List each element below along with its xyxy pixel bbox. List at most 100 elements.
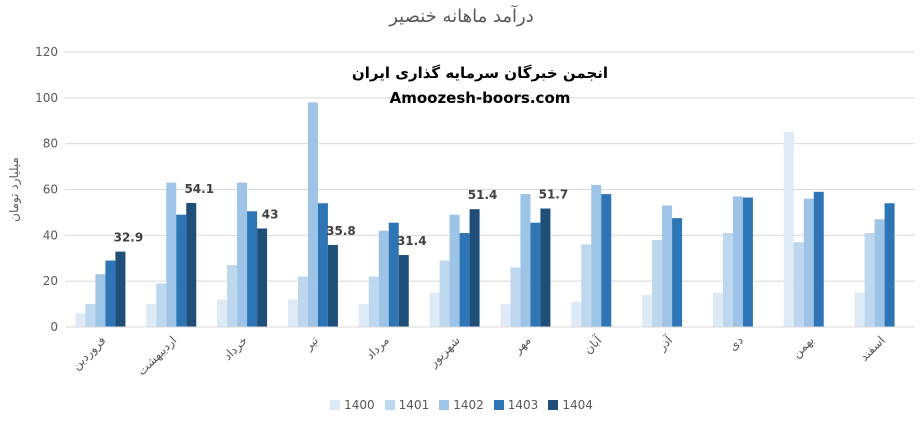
data-label: 35.8 [326,224,356,238]
bar-1403 [601,194,612,327]
bar-1402 [307,102,318,328]
chart-title: درآمد ماهانه خنصیر [389,6,534,27]
bar-1401 [652,239,663,327]
x-tick-label: دی [726,333,746,353]
bar-1402 [591,184,602,327]
bar-1400 [217,299,228,327]
y-axis-label: میلیارد تومان [7,157,22,222]
bar-1404 [327,244,338,327]
bar-1403 [884,203,895,327]
bar-1403 [813,191,824,327]
bar-1401 [722,233,733,327]
bar-1403 [530,222,541,327]
x-tick-label: فروردین [69,333,109,373]
legend-label: 1400 [344,398,375,412]
bar-1402 [449,214,460,327]
y-tick-label: 60 [43,183,58,197]
watermark-line-2: Amoozesh-boors.com [389,89,571,107]
x-tick-label: مهر [510,333,534,357]
legend-swatch [493,400,504,410]
x-tick-label: مرداد [363,333,393,363]
chart-legend: 1400 1401 1402 1403 1404 [0,398,923,413]
x-tick-label: تیر [301,333,322,354]
data-label: 51.7 [539,188,569,202]
y-tick-label: 100 [35,91,58,105]
y-tick-label: 20 [43,274,58,288]
bar-1401 [793,242,804,327]
bar-1400 [358,304,369,327]
y-tick-label: 40 [43,228,58,242]
legend-label: 1404 [562,398,593,412]
bar-1400 [500,304,511,327]
bar-1401 [156,283,167,327]
legend-item-1401: 1401 [384,398,430,412]
bar-1401 [297,276,308,327]
bar-1403 [317,203,328,327]
legend-swatch [384,400,395,410]
bar-1402 [732,196,743,327]
bar-1401 [510,267,521,327]
bar-1400 [571,301,582,327]
x-tick-label: آبان [580,332,605,357]
bar-1401 [227,265,238,327]
bar-1402 [237,182,248,327]
legend-item-1400: 1400 [330,398,375,412]
x-tick-label: بهمن [789,333,817,361]
x-tick-label: خرداد [220,333,250,363]
bar-1403 [388,222,399,327]
bar-1404 [115,251,126,327]
bar-1403 [176,214,187,327]
bar-1401 [85,304,96,327]
bar-1400 [287,299,298,327]
bar-1404 [186,203,197,327]
data-label: 54.1 [184,182,214,196]
bar-1400 [854,292,865,327]
bar-1403 [742,197,753,327]
data-label: 31.4 [397,234,427,248]
bar-1402 [803,198,814,327]
y-tick-label: 120 [35,45,58,59]
legend-label: 1401 [398,398,430,412]
legend-item-1402: 1402 [439,398,484,412]
bar-1400 [429,292,440,327]
x-tick-label: اردیبهشت [135,333,181,379]
y-tick-label: 0 [50,320,58,334]
data-label: 32.9 [114,231,144,245]
bar-1401 [368,276,379,327]
bar-1404 [398,255,409,327]
legend-swatch [548,400,559,410]
legend-item-1404: 1404 [548,398,593,412]
legend-swatch [439,400,450,410]
bar-1402 [378,230,389,327]
x-tick-label: آذر [654,332,677,355]
data-label: 51.4 [468,188,498,202]
bar-1400 [712,292,723,327]
bar-1403 [105,260,116,327]
bar-1400 [642,294,653,327]
legend-swatch [330,400,341,410]
legend-label: 1402 [453,398,484,412]
watermark-line-1: انجمن خبرگان سرمایه گذاری ایران [351,64,609,82]
bar-1402 [874,219,885,327]
bar-1402 [662,205,673,327]
bar-1402 [166,182,177,327]
bar-1400 [146,304,157,327]
bar-1402 [95,274,106,327]
bar-1403 [459,233,470,327]
bar-1404 [469,209,480,327]
bar-1404 [257,228,268,327]
bar-1403 [247,211,258,327]
y-tick-label: 80 [43,137,58,151]
bar-1404 [540,208,551,327]
legend-item-1403: 1403 [493,398,538,412]
x-tick-label: اسفند [857,333,888,364]
data-label: 43 [262,207,279,221]
bar-1402 [520,194,531,327]
bar-1400 [75,313,86,327]
x-tick-label: شهریور [426,333,464,371]
bar-1401 [439,260,450,327]
bar-1403 [672,218,683,327]
bar-1401 [581,244,592,327]
bar-1401 [864,233,875,327]
